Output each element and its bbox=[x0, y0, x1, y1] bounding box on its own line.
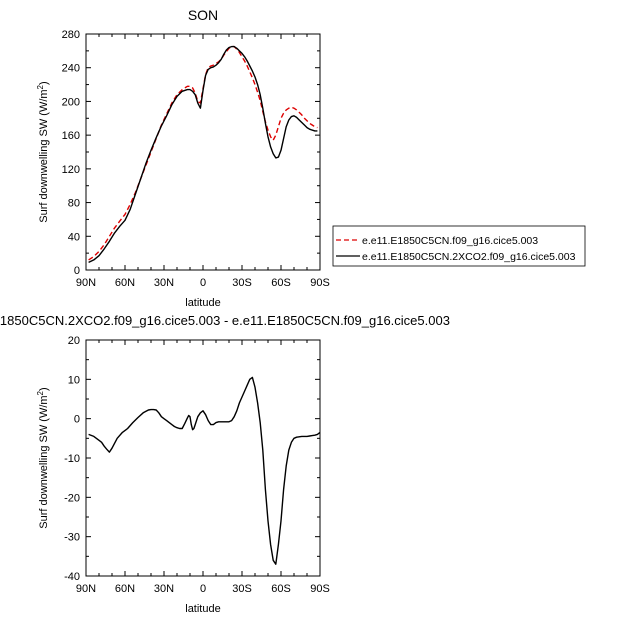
top-chart-x-axis-label: latitude bbox=[185, 297, 220, 309]
x-tick-label: 60N bbox=[115, 583, 135, 595]
y-tick-label: 120 bbox=[62, 164, 80, 176]
y-tick-label: 10 bbox=[68, 374, 80, 386]
bottom-chart-x-axis-label: latitude bbox=[185, 603, 220, 615]
legend-label-series-2: e.e11.E1850C5CN.2XCO2.f09_g16.cice5.003 bbox=[362, 251, 576, 263]
top-chart-x-tick-labels: 90N 60N 30N 0 30S 60S 90S bbox=[76, 277, 330, 289]
x-tick-label: 90S bbox=[310, 583, 330, 595]
series-line-1 bbox=[88, 376, 321, 565]
top-chart-frame bbox=[85, 33, 321, 271]
x-tick-label: 0 bbox=[200, 583, 206, 595]
y-tick-label: 20 bbox=[68, 335, 80, 347]
y-tick-label: 200 bbox=[62, 96, 80, 108]
top-chart-legend: e.e11.E1850C5CN.f09_g16.cice5.003 e.e11.… bbox=[332, 225, 586, 267]
top-chart-y-axis-label: Surf downwelling SW (W/m2) bbox=[36, 81, 50, 222]
y-tick-label: 80 bbox=[68, 198, 80, 210]
bottom-chart-x-tick-labels: 90N 60N 30N 0 30S 60S 90S bbox=[76, 583, 330, 595]
bottom-chart-y-tick-labels: -40 -30 -20 -10 0 10 20 bbox=[64, 335, 80, 583]
series-line-1 bbox=[88, 45, 318, 261]
y-tick-label: 0 bbox=[74, 265, 80, 277]
bottom-chart-series bbox=[88, 376, 321, 565]
legend-box bbox=[332, 225, 586, 267]
y-tick-label: -10 bbox=[64, 453, 80, 465]
bottom-chart-ticks bbox=[85, 339, 321, 577]
top-chart-title: SON bbox=[188, 7, 218, 23]
bottom-chart-title: e.e11.E1850C5CN.2XCO2.f09_g16.cice5.003 … bbox=[0, 313, 450, 328]
x-tick-label: 60S bbox=[271, 583, 291, 595]
legend-label-series-1: e.e11.E1850C5CN.f09_g16.cice5.003 bbox=[362, 235, 538, 247]
x-tick-label: 90S bbox=[310, 277, 330, 289]
y-tick-label: 160 bbox=[62, 130, 80, 142]
bottom-chart-frame bbox=[85, 339, 321, 577]
x-tick-label: 60N bbox=[115, 277, 135, 289]
bottom-chart: e.e11.E1850C5CN.2XCO2.f09_g16.cice5.003 … bbox=[0, 313, 450, 615]
y-tick-label: -20 bbox=[64, 492, 80, 504]
x-tick-label: 90N bbox=[76, 277, 96, 289]
y-tick-label: -30 bbox=[64, 532, 80, 544]
x-tick-label: 30S bbox=[232, 583, 252, 595]
x-tick-label: 90N bbox=[76, 583, 96, 595]
top-chart-series bbox=[88, 45, 318, 264]
x-tick-label: 30N bbox=[154, 277, 174, 289]
series-line-2 bbox=[88, 45, 318, 264]
top-chart: SON 0 40 80 120 160 200 240 280 90N 60N 30N 0 30S 60… bbox=[36, 7, 586, 309]
y-tick-label: 0 bbox=[74, 414, 80, 426]
top-chart-ticks bbox=[85, 33, 321, 271]
x-tick-label: 30S bbox=[232, 277, 252, 289]
bottom-chart-y-axis-label: Surf downwelling SW (W/m2) bbox=[36, 387, 50, 528]
x-tick-label: 30N bbox=[154, 583, 174, 595]
y-tick-label: -40 bbox=[64, 571, 80, 583]
y-tick-label: 40 bbox=[68, 231, 80, 243]
top-chart-y-tick-labels: 0 40 80 120 160 200 240 280 bbox=[62, 29, 80, 277]
x-tick-label: 0 bbox=[200, 277, 206, 289]
y-tick-label: 280 bbox=[62, 29, 80, 41]
y-tick-label: 240 bbox=[62, 63, 80, 75]
x-tick-label: 60S bbox=[271, 277, 291, 289]
